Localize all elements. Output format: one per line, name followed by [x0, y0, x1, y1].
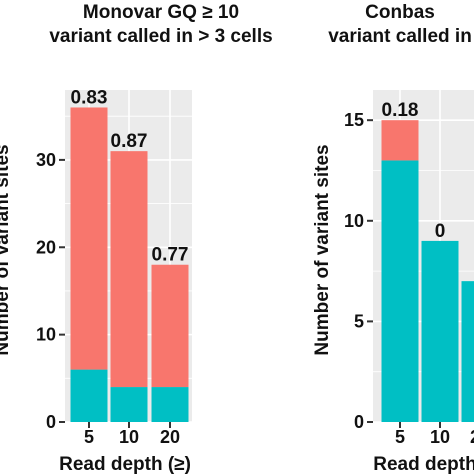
- bar-value-label: 0.18: [382, 100, 419, 121]
- bar-segment-top: [110, 151, 148, 388]
- x-axis-title: Read depth (≥): [59, 454, 191, 474]
- y-tick-label: 15: [344, 110, 364, 130]
- y-tick-label: 0: [46, 412, 56, 432]
- panel-conbas: Conbas variant called in Read depth Numb…: [312, 2, 474, 474]
- bar-segment-top: [70, 107, 108, 370]
- chart-title-line-2: variant called in: [328, 26, 472, 47]
- bar-segment-bottom: [381, 160, 419, 422]
- y-tick-label: 0: [354, 412, 364, 432]
- plot-area: 0.18 0: [373, 90, 474, 423]
- bar-segment-bottom: [151, 387, 189, 422]
- bar-segment-top: [151, 264, 189, 388]
- bar-value-label: 0.87: [111, 131, 148, 152]
- y-tick-label: 30: [36, 150, 56, 170]
- chart-title-line-2: variant called in > 3 cells: [49, 26, 272, 47]
- y-axis-title: Number of variant sites: [0, 144, 13, 355]
- bar-value-label: 0: [435, 221, 446, 242]
- bar-segment-bottom: [110, 387, 148, 422]
- x-tick-label: 20: [470, 427, 474, 447]
- chart-title-line-1: Monovar GQ ≥ 10: [83, 2, 239, 23]
- x-tick-label: 20: [160, 427, 180, 447]
- x-tick-label: 10: [119, 427, 139, 447]
- bar-value-label: 0.83: [71, 87, 108, 108]
- x-tick-label: 5: [84, 427, 94, 447]
- bar-value-label: 0.77: [152, 245, 189, 266]
- x-axis-title: Read depth: [373, 454, 474, 474]
- plot-area: 0.83 0.87 0.77: [65, 87, 192, 423]
- chart-title-line-1: Conbas: [365, 2, 435, 23]
- y-tick-label: 10: [344, 211, 364, 231]
- bar-segment-bottom: [421, 240, 459, 422]
- y-tick-label: 10: [36, 325, 56, 345]
- x-tick-label: 10: [430, 427, 450, 447]
- bar-segment-bottom: [461, 281, 474, 422]
- y-tick-label: 20: [36, 237, 56, 257]
- y-axis-title: Number of variant sites: [312, 144, 333, 355]
- panel-monovar: Monovar GQ ≥ 10 variant called in > 3 ce…: [0, 2, 273, 474]
- y-tick-label: 5: [354, 311, 364, 331]
- bar-segment-top: [381, 120, 419, 161]
- bar-segment-bottom: [70, 369, 108, 422]
- x-tick-label: 5: [395, 427, 405, 447]
